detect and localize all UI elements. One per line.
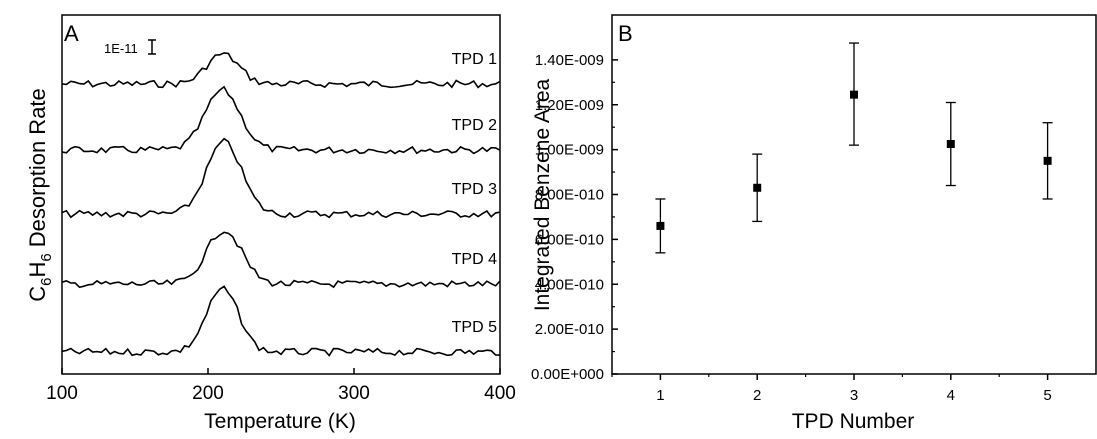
panel-a-traces: TPD 1 TPD 2 TPD 3 TPD 4 TPD 5 — [61, 51, 501, 357]
trace-tpd-1 — [61, 52, 501, 89]
panel-a-ylabel: C6H6 Desorption Rate — [25, 88, 55, 302]
panel-b-label: B — [618, 21, 633, 46]
panel-b-xlabel: TPD Number — [792, 410, 915, 433]
x-tick-label: 300 — [338, 383, 370, 404]
panel-a-x-axis: 100 200 300 400 — [46, 368, 516, 404]
panel-a-label: A — [64, 21, 79, 46]
ylabel-part-rest: Desorption Rate — [25, 88, 50, 253]
trace-tpd-3 — [61, 137, 501, 219]
scale-bar — [148, 39, 156, 55]
x-tick-label: 3 — [850, 387, 858, 404]
x-tick-label: 200 — [192, 383, 224, 404]
x-tick-label: 4 — [947, 387, 955, 404]
trace-label-tpd-5: TPD 5 — [452, 319, 497, 336]
x-tick-label: 2 — [753, 387, 761, 404]
y-tick-label: 6.00E-010 — [535, 231, 604, 248]
panel-a-xlabel: Temperature (K) — [204, 410, 356, 433]
trace-label-tpd-4: TPD 4 — [452, 251, 497, 268]
x-tick-label: 100 — [46, 383, 78, 404]
x-tick-label: 1 — [656, 387, 664, 404]
ylabel-sub-6a: 6 — [38, 278, 55, 286]
panel-a-frame — [61, 14, 501, 375]
data-point-5 — [1043, 156, 1052, 165]
data-point-4 — [946, 140, 955, 149]
panel-b-axes: 0.00E+000 2.00E-010 4.00E-010 6.00E-010 8.00… — [531, 52, 1052, 404]
y-tick-label: 1.20E-009 — [535, 97, 604, 114]
data-point-2 — [753, 183, 762, 192]
trace-tpd-4 — [61, 231, 501, 289]
panel-b-points — [655, 42, 1053, 254]
ylabel-sub-6b: 6 — [38, 253, 55, 261]
trace-label-tpd-3: TPD 3 — [452, 181, 497, 198]
trace-tpd-2 — [61, 85, 501, 155]
y-tick-label: 8.00E-010 — [535, 187, 604, 204]
y-tick-label: 1.40E-009 — [535, 52, 604, 69]
trace-tpd-5 — [61, 285, 501, 357]
x-tick-label: 5 — [1043, 387, 1051, 404]
y-tick-label: 4.00E-010 — [535, 276, 604, 293]
y-tick-label: 1.00E-009 — [535, 142, 604, 159]
x-tick-label: 400 — [484, 383, 516, 404]
data-point-1 — [656, 221, 665, 230]
y-tick-label: 0.00E+000 — [531, 366, 604, 383]
data-point-3 — [850, 90, 858, 99]
y-tick-label: 2.00E-010 — [535, 321, 604, 338]
ylabel-part-c: C — [25, 286, 50, 302]
panel-b-ylabel: Integrated Benzene Area — [531, 79, 554, 312]
trace-label-tpd-1: TPD 1 — [452, 51, 497, 68]
trace-label-tpd-2: TPD 2 — [452, 117, 497, 134]
ylabel-part-h: H — [25, 262, 50, 278]
scale-bar-label: 1E-11 — [104, 41, 138, 56]
